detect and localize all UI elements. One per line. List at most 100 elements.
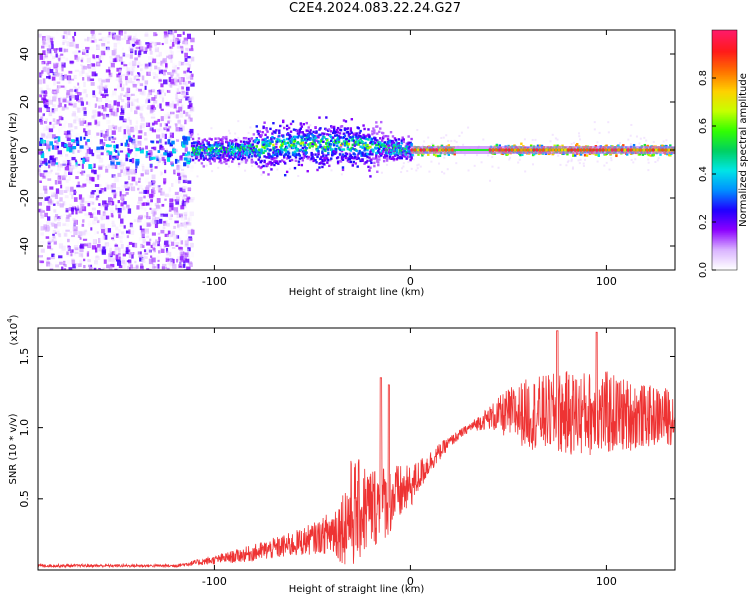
heatmap-cell: [74, 262, 78, 267]
heatmap-cell: [208, 159, 211, 163]
heatmap-cell: [391, 135, 395, 138]
heatmap-cell: [46, 87, 51, 91]
heatmap-cell: [431, 142, 434, 145]
heatmap-cell: [142, 65, 145, 69]
heatmap-cell: [110, 145, 114, 152]
heatmap-cell: [81, 68, 85, 74]
heatmap-cell: [88, 97, 93, 100]
heatmap-cell: [554, 137, 557, 140]
heatmap-cell: [135, 269, 138, 270]
heatmap-cell: [102, 200, 107, 206]
heatmap-cell: [197, 159, 201, 162]
heatmap-cell: [265, 142, 268, 145]
heatmap-cell: [124, 31, 127, 35]
heatmap-cell: [209, 156, 212, 159]
heatmap-cell: [80, 243, 85, 249]
heatmap-cell: [300, 138, 304, 142]
heatmap-cell: [172, 66, 176, 69]
heatmap-cell: [362, 135, 365, 138]
heatmap-cell: [67, 76, 71, 80]
heatmap-cell: [180, 198, 183, 203]
heatmap-cell: [189, 128, 194, 135]
heatmap-cell: [383, 156, 387, 160]
heatmap-cell: [139, 106, 144, 111]
heatmap-cell: [175, 88, 180, 93]
heatmap-cell: [178, 76, 181, 80]
heatmap-cell: [139, 148, 144, 154]
heatmap-cell: [72, 111, 75, 115]
heatmap-cell: [83, 128, 86, 133]
heatmap-cell: [279, 160, 282, 163]
heatmap-cell: [76, 184, 81, 188]
heatmap-cell: [154, 73, 159, 78]
heatmap-cell: [142, 217, 146, 221]
heatmap-cell: [45, 226, 50, 231]
heatmap-cell: [56, 216, 61, 220]
heatmap-cell: [122, 60, 126, 65]
heatmap-cell: [71, 113, 77, 117]
heatmap-cell: [123, 171, 127, 177]
heatmap-cell: [111, 124, 114, 129]
heatmap-cell: [368, 148, 371, 151]
heatmap-cell: [369, 143, 372, 146]
heatmap-cell: [209, 162, 212, 165]
heatmap-cell: [54, 231, 60, 234]
heatmap-cell: [154, 47, 160, 53]
heatmap-cell: [170, 39, 174, 43]
heatmap-cell: [55, 157, 58, 161]
heatmap-cell: [207, 146, 210, 149]
heatmap-cell: [289, 122, 293, 126]
heatmap-cell: [257, 140, 260, 144]
heatmap-cell: [311, 148, 314, 151]
heatmap-cell: [219, 153, 222, 157]
heatmap-cell: [132, 83, 137, 88]
heatmap-cell: [190, 242, 194, 248]
heatmap-cell: [169, 259, 173, 263]
heatmap-cell: [114, 164, 118, 169]
heatmap-cell: [351, 143, 354, 147]
heatmap-cell: [62, 40, 67, 44]
heatmap-cell: [162, 226, 166, 230]
heatmap-cell: [101, 250, 106, 255]
heatmap-cell: [86, 194, 90, 199]
heatmap-cell: [38, 107, 43, 113]
heatmap-cell: [175, 79, 180, 83]
heatmap-cell: [115, 259, 121, 262]
heatmap-cell: [112, 127, 116, 130]
heatmap-cell: [137, 187, 140, 191]
heatmap-cell: [162, 266, 167, 269]
heatmap-cell: [55, 133, 60, 137]
heatmap-cell: [98, 98, 102, 103]
heatmap-cell: [365, 154, 368, 157]
heatmap-cell: [154, 217, 160, 220]
heatmap-cell: [68, 78, 72, 84]
heatmap-cell: [77, 171, 81, 174]
heatmap-cell: [111, 237, 115, 240]
heatmap-cell: [168, 217, 173, 221]
heatmap-cell: [380, 171, 383, 174]
heatmap-cell: [166, 39, 169, 44]
heatmap-cell: [327, 151, 330, 155]
heatmap-cell: [107, 144, 112, 148]
heatmap-cell: [96, 213, 100, 218]
heatmap-cell: [274, 149, 277, 153]
heatmap-cell: [90, 40, 95, 43]
heatmap-cell: [98, 55, 101, 61]
heatmap-cell: [146, 212, 149, 218]
heatmap-cell: [122, 52, 126, 57]
heatmap-cell: [243, 148, 247, 151]
heatmap-cell: [360, 154, 363, 157]
heatmap-cell: [118, 268, 122, 270]
heatmap-cell: [124, 142, 128, 147]
heatmap-cell: [125, 166, 130, 171]
heatmap-cell: [183, 181, 187, 185]
heatmap-cell: [572, 154, 575, 157]
heatmap-cell: [300, 133, 303, 136]
heatmap-cell: [139, 203, 143, 207]
heatmap-cell: [240, 158, 244, 161]
heatmap-cell: [396, 156, 400, 159]
heatmap-cell: [179, 216, 183, 219]
heatmap-cell: [72, 51, 75, 55]
heatmap-cell: [398, 146, 402, 150]
heatmap-cell: [117, 172, 122, 177]
